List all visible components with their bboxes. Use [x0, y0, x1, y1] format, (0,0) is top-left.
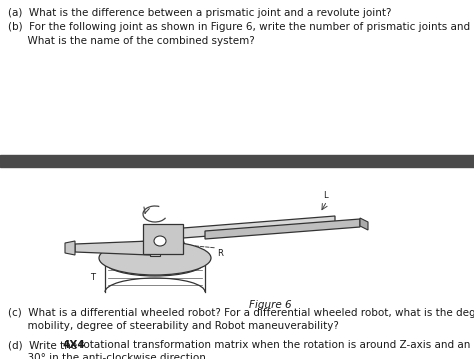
Text: mobility, degree of steerability and Robot maneuverability?: mobility, degree of steerability and Rob… [8, 321, 339, 331]
Text: (b)  For the following joint as shown in Figure 6, write the number of prismatic: (b) For the following joint as shown in … [8, 22, 474, 32]
Polygon shape [75, 241, 150, 255]
Ellipse shape [154, 236, 166, 246]
Text: 4X4: 4X4 [63, 340, 85, 350]
Text: (a)  What is the difference between a prismatic joint and a revolute joint?: (a) What is the difference between a pri… [8, 8, 392, 18]
Polygon shape [360, 218, 368, 230]
Polygon shape [205, 219, 360, 239]
Ellipse shape [105, 248, 205, 276]
Text: rotational transformation matrix when the rotation is around Z-axis and an angle: rotational transformation matrix when th… [76, 340, 474, 350]
Text: (c)  What is a differential wheeled robot? For a differential wheeled robot, wha: (c) What is a differential wheeled robot… [8, 308, 474, 318]
Text: 30° in the anti-clockwise direction: 30° in the anti-clockwise direction [8, 353, 206, 359]
Ellipse shape [99, 241, 211, 275]
Text: R: R [217, 248, 223, 257]
Bar [0, 155, 474, 167]
Text: T: T [90, 272, 95, 281]
Polygon shape [65, 241, 75, 255]
Text: (d)  Write the: (d) Write the [8, 340, 81, 350]
Polygon shape [143, 224, 183, 254]
Text: What is the name of the combined system?: What is the name of the combined system? [8, 36, 255, 46]
Text: L: L [323, 191, 328, 200]
Text: Figure 6: Figure 6 [249, 300, 292, 310]
Polygon shape [150, 226, 160, 256]
Polygon shape [183, 216, 335, 238]
